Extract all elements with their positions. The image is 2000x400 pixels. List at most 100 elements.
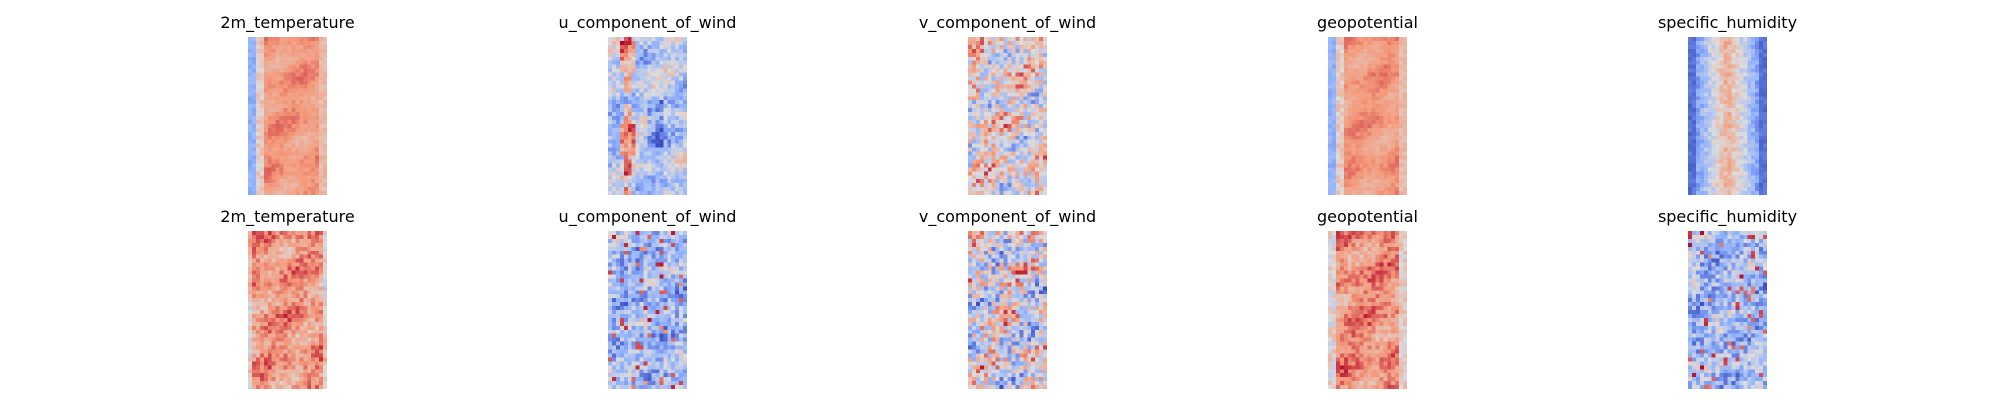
heatmap-cell xyxy=(1383,179,1388,184)
heatmap-cell xyxy=(647,187,652,192)
heatmap-cell xyxy=(647,238,652,244)
heatmap-cell xyxy=(259,56,265,61)
heatmap-cell xyxy=(303,337,308,342)
heatmap-cell xyxy=(1031,100,1036,105)
heatmap-cell xyxy=(643,88,648,93)
heatmap-cell xyxy=(315,64,320,69)
heatmap-cell xyxy=(647,116,652,121)
heatmap-cell xyxy=(1343,123,1349,129)
heatmap-cell xyxy=(1735,139,1740,144)
heatmap-cell xyxy=(1391,147,1396,152)
heatmap-cell xyxy=(1755,80,1760,85)
heatmap-cell xyxy=(279,135,284,140)
heatmap-cell xyxy=(1395,147,1400,152)
heatmap-cell xyxy=(991,92,996,97)
heatmap-cell xyxy=(1699,112,1705,117)
heatmap-cell xyxy=(259,325,265,331)
heatmap-cell xyxy=(1355,40,1360,46)
heatmap-cell xyxy=(259,183,265,188)
heatmap-cell xyxy=(1387,80,1392,85)
heatmap-cell xyxy=(1011,135,1016,140)
heatmap-cell xyxy=(1379,112,1384,117)
heatmap-cell xyxy=(255,37,261,42)
heatmap-cell xyxy=(635,64,640,69)
heatmap-cell xyxy=(1403,139,1407,144)
heatmap-cell xyxy=(611,143,617,148)
heatmap-cell xyxy=(1035,135,1040,140)
heatmap-cell xyxy=(1031,127,1036,133)
heatmap-cell xyxy=(1351,187,1356,192)
heatmap-cell xyxy=(1711,80,1716,85)
heatmap-cell xyxy=(1019,167,1024,172)
heatmap-cell xyxy=(1019,60,1024,65)
heatmap-cell xyxy=(999,179,1004,184)
heatmap-cell xyxy=(1328,112,1333,117)
heatmap-cell xyxy=(639,155,644,160)
heatmap-cell xyxy=(1703,96,1709,101)
heatmap-cell xyxy=(1328,123,1333,129)
heatmap-cell xyxy=(251,246,257,252)
heatmap-cell xyxy=(1339,147,1345,152)
heatmap-cell xyxy=(1743,68,1748,73)
heatmap-cell xyxy=(635,179,640,184)
heatmap-cell xyxy=(323,329,327,334)
heatmap-cell xyxy=(1331,44,1337,50)
heatmap-cell xyxy=(683,96,687,101)
heatmap-cell xyxy=(1387,191,1392,195)
heatmap-cell xyxy=(991,112,996,117)
heatmap-cell xyxy=(307,143,312,148)
heatmap-cell xyxy=(1355,80,1360,85)
heatmap-cell xyxy=(1763,108,1767,113)
heatmap-cell xyxy=(1383,112,1388,117)
heatmap-cell xyxy=(291,127,296,133)
heatmap-cell xyxy=(319,381,324,386)
heatmap-cell xyxy=(1007,155,1012,160)
heatmap-cell xyxy=(1039,48,1044,54)
heatmap-cell xyxy=(631,175,636,180)
heatmap-cell xyxy=(271,37,276,42)
heatmap-cell xyxy=(1379,175,1384,180)
heatmap-cell xyxy=(248,385,253,389)
heatmap-cell xyxy=(319,143,324,148)
heatmap-cell xyxy=(1007,119,1012,125)
heatmap-cell xyxy=(299,44,304,50)
heatmap-cell xyxy=(671,56,676,61)
heatmap-cell xyxy=(619,171,625,176)
heatmap-cell xyxy=(255,341,261,346)
heatmap-cell xyxy=(1039,100,1044,105)
heatmap-cell xyxy=(1375,68,1380,73)
heatmap-cell xyxy=(1355,135,1360,140)
heatmap-cell xyxy=(1688,123,1693,129)
heatmap-cell xyxy=(1331,163,1337,168)
heatmap-cell xyxy=(968,40,973,46)
heatmap-cell xyxy=(295,258,300,263)
heatmap-cell xyxy=(1328,151,1333,156)
heatmap-cell xyxy=(671,44,676,50)
heatmap-cell xyxy=(999,123,1004,129)
heatmap-cell xyxy=(1715,104,1720,109)
heatmap-cell xyxy=(615,48,621,54)
heatmap-cell xyxy=(971,68,977,73)
heatmap-cell xyxy=(299,84,304,89)
heatmap-cell xyxy=(248,345,253,350)
heatmap-cell xyxy=(319,88,324,93)
heatmap-cell xyxy=(307,231,312,236)
heatmap-cell xyxy=(1751,143,1756,148)
heatmap-cell xyxy=(315,317,320,323)
heatmap-cell xyxy=(248,116,253,121)
heatmap-cell xyxy=(279,112,284,117)
heatmap-cell xyxy=(1727,127,1732,133)
heatmap-cell xyxy=(275,175,280,180)
heatmap-cell xyxy=(631,48,636,54)
heatmap-cell xyxy=(1347,60,1352,65)
heatmap-cell xyxy=(1359,64,1364,69)
heatmap-cell xyxy=(655,175,660,180)
heatmap-cell xyxy=(267,96,272,101)
heatmap-cell xyxy=(679,131,684,137)
heatmap-cell xyxy=(1367,183,1372,188)
heatmap-cell xyxy=(267,231,272,236)
heatmap-cell xyxy=(1375,88,1380,93)
heatmap-cell xyxy=(995,48,1000,54)
heatmap-cell xyxy=(291,72,296,77)
heatmap-cell xyxy=(283,84,288,89)
